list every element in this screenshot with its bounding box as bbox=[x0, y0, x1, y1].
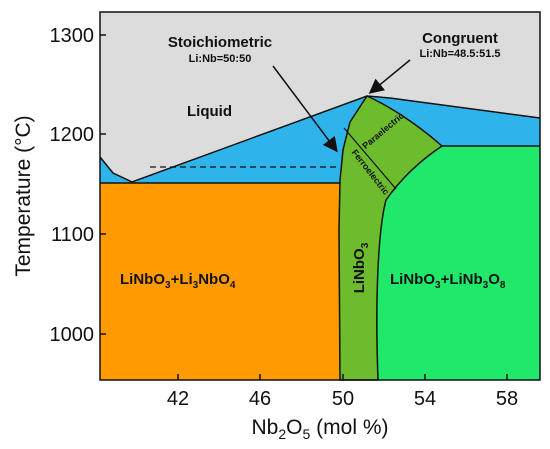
plot-frame bbox=[99, 11, 541, 381]
congruent-arrow bbox=[368, 59, 411, 94]
x-axis-ticks bbox=[177, 374, 508, 380]
y-tick-label: 1000 bbox=[50, 324, 95, 346]
stoichiometric-ratio: Li:Nb=50:50 bbox=[189, 53, 252, 65]
y-axis-title: Temperature (°C) bbox=[12, 115, 35, 276]
left-phase-label: LiNbO3+Li3NbO4 bbox=[120, 271, 236, 291]
congruent-ratio: Li:Nb=48.5:51.5 bbox=[419, 48, 500, 60]
x-tick-label: 42 bbox=[167, 388, 189, 410]
stoichiometric-arrow bbox=[272, 65, 338, 153]
y-tick-label: 1300 bbox=[50, 25, 95, 47]
congruent-title: Congruent bbox=[422, 30, 498, 47]
right-phase-label: LiNbO3+LiNb3O8 bbox=[390, 271, 506, 291]
liquid-label: Liquid bbox=[187, 103, 232, 120]
liquid-plus-solid-region bbox=[100, 96, 540, 183]
x-tick-label: 54 bbox=[414, 388, 436, 410]
curie-temperature-line bbox=[343, 127, 397, 190]
stoichiometric-title: Stoichiometric bbox=[168, 34, 272, 51]
left-two-phase-region bbox=[100, 183, 340, 380]
x-tick-label: 46 bbox=[249, 388, 271, 410]
center-phase-label: LiNbO3 bbox=[351, 242, 371, 293]
y-tick-label: 1100 bbox=[51, 224, 94, 246]
x-tick-label: 50 bbox=[332, 388, 354, 410]
liquidus-line bbox=[99, 95, 541, 183]
x-tick-label: 58 bbox=[496, 388, 518, 410]
right-two-phase-region bbox=[376, 146, 540, 380]
lithium-niobate-region bbox=[338, 95, 444, 381]
x-axis-title: Nb2O5 (mol %) bbox=[252, 416, 389, 442]
y-tick-label: 1200 bbox=[50, 124, 95, 146]
y-axis-ticks bbox=[100, 34, 106, 335]
